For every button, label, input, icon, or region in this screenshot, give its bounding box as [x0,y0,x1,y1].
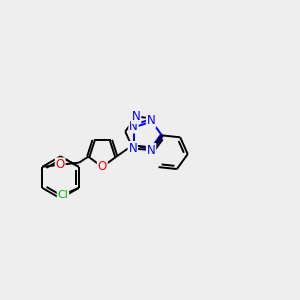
Text: N: N [147,144,155,157]
Text: N: N [129,120,138,133]
Text: Cl: Cl [58,190,68,200]
Text: O: O [98,160,107,173]
Text: N: N [147,114,155,127]
Text: N: N [128,142,137,155]
Text: O: O [56,158,65,171]
Text: N: N [132,110,140,123]
